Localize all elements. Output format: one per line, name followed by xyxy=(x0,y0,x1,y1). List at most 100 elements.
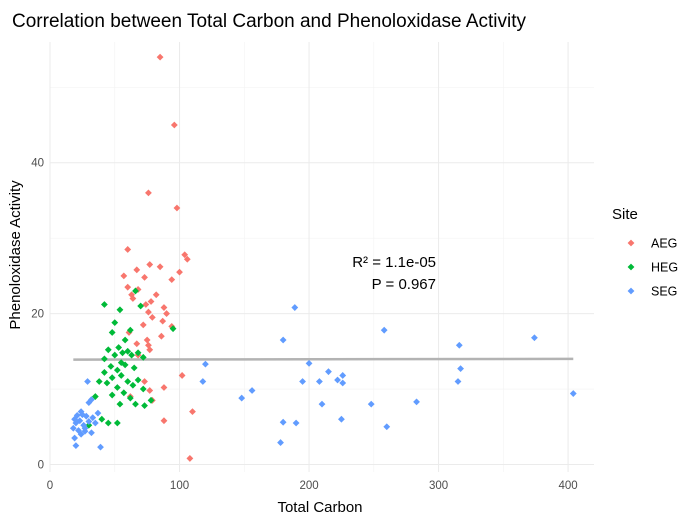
data-point-heg xyxy=(103,379,111,387)
legend-swatch xyxy=(627,287,635,295)
series-heg xyxy=(85,287,177,429)
data-points xyxy=(69,53,577,462)
p-value-annotation: P = 0.967 xyxy=(372,276,436,293)
x-tick-label: 0 xyxy=(47,480,53,492)
data-point-aeg xyxy=(168,323,176,330)
data-point-aeg xyxy=(134,286,142,293)
data-point-seg xyxy=(91,419,99,427)
data-point-heg xyxy=(104,419,112,427)
data-point-aeg xyxy=(160,384,168,391)
data-point-heg xyxy=(101,301,108,308)
data-point-heg xyxy=(120,389,128,397)
data-point-seg xyxy=(367,400,375,408)
data-point-aeg xyxy=(133,266,141,274)
y-tick-label: 0 xyxy=(38,459,44,471)
data-point-seg xyxy=(380,326,388,334)
data-point-heg xyxy=(134,376,142,384)
data-point-heg xyxy=(124,378,132,385)
data-point-seg xyxy=(339,372,347,379)
data-point-aeg xyxy=(163,310,170,317)
data-point-aeg xyxy=(142,301,150,308)
data-point-seg xyxy=(94,409,102,417)
data-point-seg xyxy=(248,387,256,394)
legend-label: SEG xyxy=(651,285,677,299)
data-point-seg xyxy=(299,378,306,385)
data-point-aeg xyxy=(143,336,151,344)
data-point-heg xyxy=(126,326,134,334)
data-point-aeg xyxy=(156,263,164,271)
data-point-heg xyxy=(132,400,139,408)
data-point-heg xyxy=(91,393,99,400)
data-point-heg xyxy=(129,381,137,389)
data-point-seg xyxy=(202,360,209,368)
data-point-aeg xyxy=(120,272,128,280)
data-point-seg xyxy=(72,419,80,427)
data-point-aeg xyxy=(189,408,196,416)
data-point-aeg xyxy=(128,291,135,299)
data-point-heg xyxy=(169,325,177,333)
data-point-seg xyxy=(82,412,90,420)
legend-item-aeg: AEG xyxy=(627,237,677,251)
chart-title: Correlation between Total Carbon and Phe… xyxy=(12,11,527,32)
data-point-heg xyxy=(111,351,119,359)
data-point-seg xyxy=(383,423,391,431)
data-point-aeg xyxy=(173,204,181,212)
data-point-heg xyxy=(85,421,93,429)
legend-title: Site xyxy=(612,206,638,223)
data-point-aeg xyxy=(183,255,191,263)
data-point-aeg xyxy=(145,308,152,316)
data-point-seg xyxy=(569,390,577,397)
legend: Site AEG HEG SEG xyxy=(612,206,678,299)
data-point-seg xyxy=(325,368,332,376)
data-point-heg xyxy=(101,355,108,363)
regression-line xyxy=(73,357,574,361)
data-point-aeg xyxy=(146,261,154,268)
data-point-heg xyxy=(121,336,129,344)
data-point-heg xyxy=(141,402,148,410)
data-point-seg xyxy=(277,439,284,446)
data-point-aeg xyxy=(178,372,186,379)
data-point-seg xyxy=(279,336,287,344)
data-point-seg xyxy=(316,378,323,385)
data-point-aeg xyxy=(145,189,152,197)
data-point-aeg xyxy=(146,346,154,354)
data-point-heg xyxy=(101,369,108,376)
data-point-seg xyxy=(305,359,313,367)
data-point-heg xyxy=(124,347,132,355)
data-point-aeg xyxy=(141,273,148,281)
data-point-heg xyxy=(126,394,134,402)
data-point-heg xyxy=(116,306,124,314)
data-point-heg xyxy=(108,374,116,382)
data-point-heg xyxy=(147,396,155,404)
data-point-aeg xyxy=(170,121,178,129)
data-point-seg xyxy=(76,417,84,425)
data-point-heg xyxy=(95,378,103,385)
data-point-seg xyxy=(238,394,246,402)
data-point-seg xyxy=(85,418,93,425)
data-point-heg xyxy=(128,351,135,359)
data-point-aeg xyxy=(181,251,189,259)
legend-item-seg: SEG xyxy=(627,285,677,299)
legend-label: AEG xyxy=(651,237,677,251)
data-point-aeg xyxy=(124,283,132,291)
data-point-heg xyxy=(132,287,139,295)
y-axis-title: Phenoloxidase Activity xyxy=(7,180,24,330)
data-point-heg xyxy=(108,391,116,399)
data-point-heg xyxy=(116,400,124,408)
legend-item-heg: HEG xyxy=(627,261,678,275)
axis-ticks: 0 100 200 300 400 0 20 40 xyxy=(31,158,577,492)
data-point-seg xyxy=(77,430,85,438)
y-tick-label: 40 xyxy=(31,158,44,170)
data-point-aeg xyxy=(176,268,183,276)
legend-swatch xyxy=(627,263,635,271)
data-point-aeg xyxy=(148,313,156,321)
data-point-seg xyxy=(291,304,299,311)
data-point-heg xyxy=(98,415,106,423)
data-point-seg xyxy=(88,429,95,437)
data-point-heg xyxy=(139,385,147,393)
data-point-heg xyxy=(130,364,138,372)
data-point-aeg xyxy=(146,387,154,394)
data-point-seg xyxy=(71,434,79,442)
data-point-heg xyxy=(113,419,121,427)
data-point-heg xyxy=(111,319,119,327)
